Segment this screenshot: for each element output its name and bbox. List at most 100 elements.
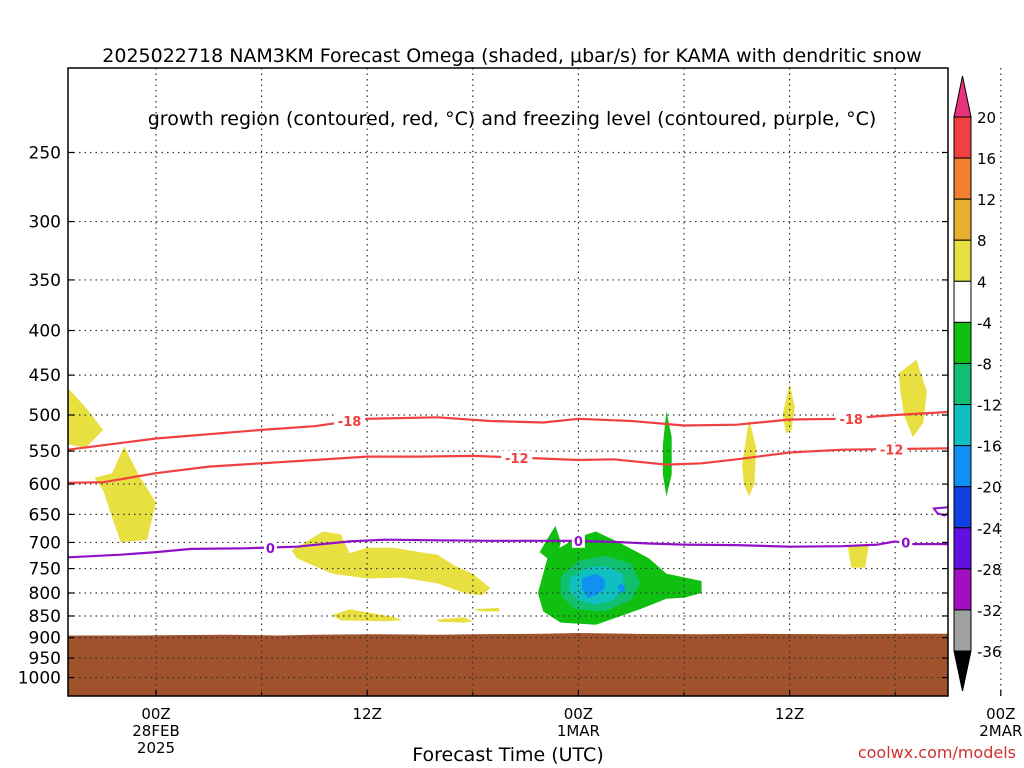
colorbar-band-10: [953, 486, 972, 529]
colorbar-band-9: [953, 445, 972, 488]
colorbar-band-4: [953, 239, 972, 282]
contour-label-bg-2: [835, 411, 867, 426]
colorbar-band-12: [953, 568, 972, 611]
colorbar-level-0: 20: [977, 109, 996, 127]
y-axis: 2503003504004505005506006507007508008509…: [18, 144, 948, 689]
x-axis-title: Forecast Time (UTC): [412, 744, 604, 766]
x-tick-date-4: 2MAR: [979, 722, 1022, 740]
colorbar-level-1: 16: [977, 150, 996, 168]
contour-line-1: [68, 410, 948, 451]
colorbar-level-11: -28: [977, 561, 1002, 579]
x-tick-label-4: 00Z: [986, 705, 1015, 723]
colorbar-band-11: [953, 527, 972, 570]
chart-title-line-2: growth region (contoured, red, °C) and f…: [147, 108, 877, 130]
colorbar-band-2: [953, 157, 972, 200]
y-tick-label-700: 700: [29, 533, 61, 553]
x-tick-date-0: 28FEB: [132, 722, 179, 740]
colorbar-level-10: -24: [977, 520, 1002, 538]
colorbar-level-7: -12: [977, 397, 1002, 415]
colorbar-band-3: [953, 198, 972, 241]
y-tick-label-550: 550: [29, 442, 61, 462]
colorbar: 20 16 12 8 4 -4 -8 -12 -16 -20 -24 -28 -32 -36: [953, 75, 1002, 692]
terrain-layer: [68, 633, 948, 696]
colorbar-level-5: -4: [977, 314, 992, 332]
colorbar-band-5: [953, 280, 972, 323]
y-tick-label-300: 300: [29, 213, 61, 233]
omega-region-20: [1004, 569, 1024, 593]
omega-region-13: [662, 411, 672, 497]
contour-label-7: 0: [901, 536, 910, 551]
omega-region-4: [332, 609, 403, 622]
omega-region-15: [782, 383, 795, 434]
y-tick-label-650: 650: [29, 505, 61, 525]
omega-region-5: [437, 617, 473, 623]
omega-region-1: [68, 388, 104, 448]
y-tick-label-900: 900: [29, 629, 61, 649]
credit-text: coolwx.com/models: [857, 743, 1016, 762]
chart-title-line-1: 2025022718 NAM3KM Forecast Omega (shaded…: [102, 45, 922, 67]
colorbar-band-13: [953, 609, 972, 652]
omega-region-17: [898, 359, 927, 438]
contour-label-5: 0: [266, 542, 275, 557]
colorbar-bottom-arrow: [953, 650, 972, 692]
x-tick-label-0: 00Z: [141, 705, 170, 723]
contour-label-bg-4: [876, 442, 908, 457]
contour-label-4: -12: [880, 444, 904, 459]
y-tick-label-1000: 1000: [18, 669, 61, 689]
y-tick-label-750: 750: [29, 560, 61, 580]
contour-line-3: [68, 538, 948, 559]
x-tick-date-2: 1MAR: [557, 722, 600, 740]
x-tick-year-0: 2025: [137, 739, 175, 757]
contour-label-bg-1: [334, 414, 366, 429]
colorbar-level-12: -32: [977, 602, 1002, 620]
colorbar-level-8: -16: [977, 438, 1002, 456]
y-tick-label-800: 800: [29, 584, 61, 604]
contour-label-6: 0: [574, 535, 583, 550]
omega-shading-layer: [68, 359, 1024, 625]
colorbar-band-7: [953, 362, 972, 406]
y-tick-label-250: 250: [29, 144, 61, 164]
contour-line-2: [68, 447, 948, 484]
terrain-fill: [68, 633, 948, 696]
colorbar-level-13: -36: [977, 643, 1002, 661]
omega-region-12: [617, 583, 626, 593]
colorbar-band-1: [953, 116, 972, 159]
contour-label-bg-7: [899, 535, 913, 550]
contour-label-1: -18: [338, 415, 362, 430]
contour-loop-1: [932, 506, 948, 517]
colorbar-level-6: -8: [977, 355, 992, 373]
contour-label-3: -12: [505, 452, 529, 467]
colorbar-level-9: -20: [977, 479, 1002, 497]
y-tick-label-500: 500: [29, 406, 61, 426]
contour-label-bg-3: [501, 450, 533, 465]
colorbar-top-arrow: [953, 75, 972, 118]
omega-region-3: [291, 531, 491, 596]
y-tick-label-600: 600: [29, 475, 61, 495]
contour-label-layer: -18 -18 -12 -12 0 0 0: [263, 411, 913, 557]
y-tick-label-450: 450: [29, 366, 61, 386]
colorbar-band-6: [953, 321, 972, 364]
chart-title: 2025022718 NAM3KM Forecast Omega (shaded…: [0, 4, 1024, 151]
colorbar-band-8: [953, 404, 972, 447]
colorbar-level-3: 8: [977, 232, 987, 250]
x-tick-label-1: 12Z: [353, 705, 382, 723]
colorbar-level-2: 12: [977, 191, 996, 209]
grid-layer: [68, 68, 1002, 696]
contour-label-2: -18: [839, 413, 863, 428]
x-tick-label-2: 00Z: [564, 705, 593, 723]
x-tick-label-3: 12Z: [775, 705, 804, 723]
omega-region-6: [472, 607, 500, 612]
plot-frame: [67, 67, 949, 697]
omega-region-11: [581, 573, 605, 598]
y-tick-label-400: 400: [29, 322, 61, 342]
omega-region-16: [847, 545, 869, 568]
contour-layer: [68, 410, 948, 559]
contour-label-bg-5: [263, 540, 277, 555]
y-tick-label-850: 850: [29, 607, 61, 627]
colorbar-level-4: 4: [977, 273, 987, 291]
y-tick-label-350: 350: [29, 271, 61, 291]
y-tick-label-950: 950: [29, 649, 61, 669]
contour-label-bg-6: [571, 533, 585, 548]
